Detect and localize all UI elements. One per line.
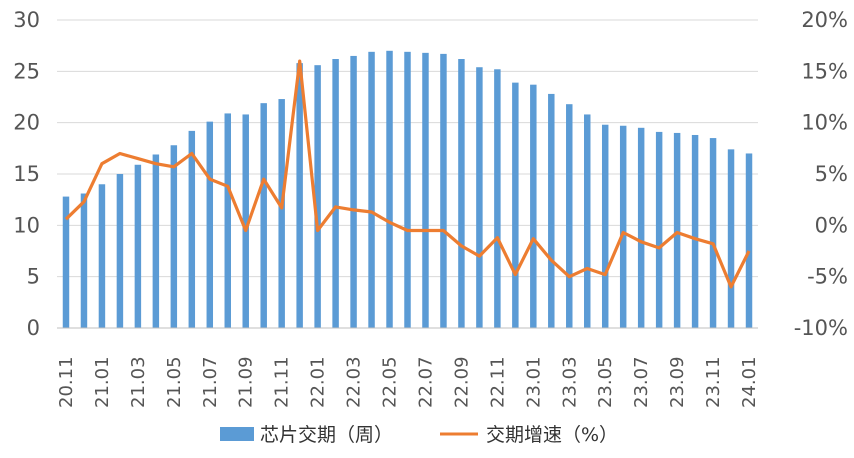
bar — [422, 52, 429, 328]
bar — [458, 59, 465, 328]
legend-line-label: 交期增速（%） — [486, 424, 618, 446]
y-right-tick-label: 15% — [801, 59, 848, 83]
x-tick-label: 21.05 — [164, 356, 185, 408]
bar — [332, 59, 339, 328]
x-tick-label: 22.07 — [415, 356, 436, 408]
x-tick-label: 22.11 — [487, 356, 508, 408]
bar — [494, 69, 501, 328]
legend: 芯片交期（周） 交期增速（%） — [220, 424, 618, 446]
bar — [134, 164, 142, 328]
y-left-tick-label: 15 — [13, 162, 40, 186]
bar — [619, 125, 627, 328]
x-tick-label: 22.03 — [344, 356, 365, 408]
y-right-tick-label: 10% — [801, 111, 848, 135]
x-tick-label: 21.07 — [200, 356, 221, 408]
growth-line — [64, 59, 751, 289]
bar — [98, 184, 106, 328]
x-tick-label: 22.05 — [380, 356, 401, 408]
x-tick-label: 22.09 — [451, 356, 472, 408]
y-left-tick-label: 25 — [13, 59, 40, 83]
bar-series — [62, 50, 753, 329]
x-tick-label: 23.09 — [667, 356, 688, 408]
x-tick-label: 24.01 — [739, 356, 760, 408]
bar — [80, 193, 88, 328]
bar — [188, 130, 196, 328]
y-left-tick-label: 0 — [27, 316, 40, 340]
x-tick-label: 21.11 — [272, 356, 293, 408]
bar — [386, 50, 393, 329]
bar — [260, 103, 267, 328]
bar — [350, 55, 357, 328]
bar — [673, 132, 681, 328]
bar — [242, 114, 249, 328]
bar — [224, 113, 231, 328]
x-tick-label: 20.11 — [56, 356, 77, 408]
bar — [152, 154, 160, 328]
y-axis-left: 0 5 10 15 20 25 30 — [13, 8, 40, 340]
bar — [368, 51, 375, 329]
x-tick-label: 22.01 — [308, 356, 329, 408]
bar — [206, 121, 214, 328]
bar — [709, 138, 717, 328]
bar — [601, 124, 609, 328]
y-right-tick-label: 20% — [801, 8, 848, 32]
bar — [404, 51, 411, 329]
bar — [440, 53, 447, 328]
y-left-tick-label: 30 — [13, 8, 40, 32]
bar — [637, 127, 645, 328]
y-right-tick-label: 0% — [815, 213, 848, 237]
bar — [278, 99, 285, 328]
x-tick-label: 21.03 — [128, 356, 149, 408]
y-axis-right: -10% -5% 0% 5% 10% 15% 20% — [794, 8, 848, 340]
bar — [62, 196, 70, 328]
x-axis: 20.11 21.01 21.03 21.05 21.07 21.09 21.11 22.01… — [56, 327, 760, 408]
bar — [691, 134, 699, 328]
x-tick-label: 23.05 — [595, 356, 616, 408]
bar — [314, 65, 321, 328]
bar — [745, 153, 753, 328]
y-left-tick-label: 10 — [13, 213, 40, 237]
bar — [548, 93, 555, 328]
bar — [170, 145, 178, 328]
bar — [512, 82, 519, 328]
bar — [584, 114, 591, 328]
x-tick-label: 23.11 — [703, 356, 724, 408]
bar — [116, 174, 124, 328]
bar — [476, 67, 483, 328]
y-left-tick-label: 20 — [13, 111, 40, 135]
y-right-tick-label: 5% — [815, 162, 848, 186]
x-tick-label: 21.01 — [92, 356, 113, 408]
legend-bar-swatch — [220, 427, 254, 441]
legend-bar-label: 芯片交期（周） — [260, 424, 393, 446]
y-right-tick-label: -5% — [807, 265, 848, 289]
x-tick-label: 21.09 — [236, 356, 257, 408]
y-left-tick-label: 5 — [27, 265, 40, 289]
x-tick-label: 23.07 — [631, 356, 652, 408]
bar — [296, 63, 303, 329]
bar — [727, 149, 735, 328]
bar — [530, 84, 537, 329]
x-tick-label: 23.03 — [559, 356, 580, 408]
bar — [566, 104, 573, 328]
line-series — [64, 59, 751, 289]
bar — [655, 131, 663, 328]
x-tick-label: 23.01 — [523, 356, 544, 408]
y-right-tick-label: -10% — [794, 316, 848, 340]
